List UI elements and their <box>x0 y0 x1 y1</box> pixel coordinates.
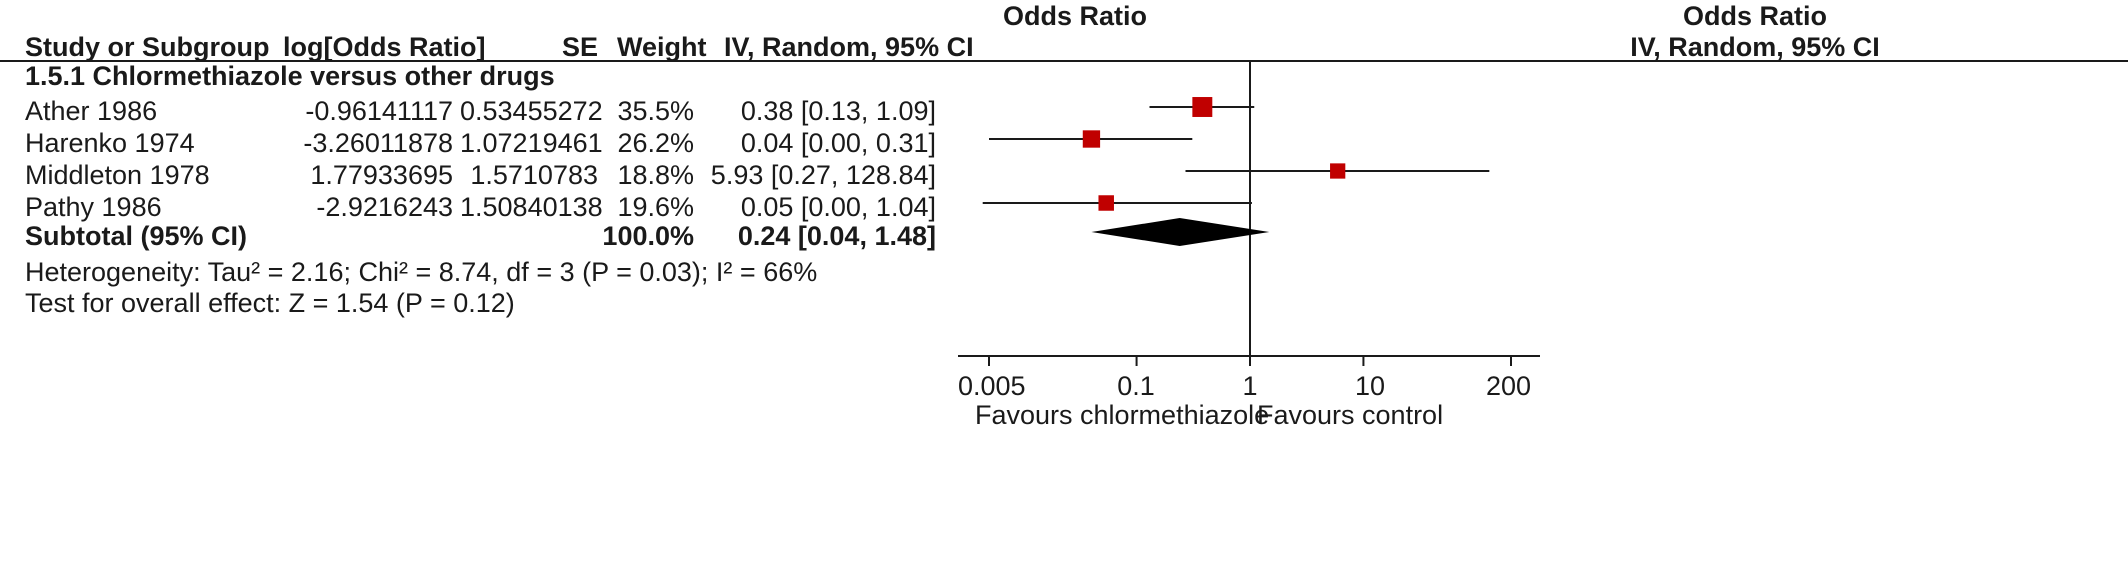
column-header-ci-left: IV, Random, 95% CI <box>724 32 974 62</box>
study-point-estimate <box>1098 195 1114 211</box>
study-ci: 0.38 [0.13, 1.09] <box>740 96 936 126</box>
study-point-estimate <box>1082 130 1101 148</box>
study-ci: 0.04 [0.00, 0.31] <box>740 128 936 158</box>
overall-effect-text: Test for overall effect: Z = 1.54 (P = 0… <box>25 288 515 318</box>
study-log-or: -3.26011878 <box>303 128 453 158</box>
study-weight: 26.2% <box>617 128 694 158</box>
study-point-estimate <box>1330 163 1346 179</box>
column-header-log-or: log[Odds Ratio] <box>283 32 486 62</box>
favours-right-label: Favours control <box>1257 400 1444 430</box>
axis-tick-label: 200 <box>1486 371 1532 401</box>
study-se: 1.5710783 <box>470 160 598 190</box>
subgroup-title: 1.5.1 Chlormethiazole versus other drugs <box>25 61 555 91</box>
axis-tick-label: 0.1 <box>1117 371 1155 401</box>
study-weight: 35.5% <box>617 96 694 126</box>
study-ci: 0.05 [0.00, 1.04] <box>740 192 936 222</box>
column-header-ci-right: IV, Random, 95% CI <box>1630 32 1880 62</box>
axis-tick-label: 1 <box>1242 371 1258 401</box>
study-log-or: -2.9216243 <box>316 192 453 222</box>
subtotal-diamond <box>1091 218 1270 246</box>
study-weight: 18.8% <box>617 160 694 190</box>
axis-tick-label: 0.005 <box>958 371 1026 401</box>
study-name: Pathy 1986 <box>25 192 162 222</box>
study-log-or: 1.77933695 <box>310 160 453 190</box>
study-log-or: -0.96141117 <box>305 96 453 126</box>
subtotal-ci: 0.24 [0.04, 1.48] <box>737 221 936 251</box>
subtotal-weight: 100.0% <box>602 221 694 251</box>
study-name: Ather 1986 <box>25 96 158 126</box>
column-header-weight: Weight <box>617 32 707 62</box>
column-header-se: SE <box>561 32 598 62</box>
study-se: 0.53455272 <box>460 96 603 126</box>
study-point-estimate <box>1192 97 1213 117</box>
axis-tick-label: 10 <box>1354 371 1386 401</box>
favours-left-label: Favours chlormethiazole <box>975 400 1270 430</box>
column-header-study: Study or Subgroup <box>25 32 270 62</box>
subtotal-label: Subtotal (95% CI) <box>25 221 248 251</box>
header-divider <box>0 60 2128 62</box>
study-se: 1.50840138 <box>460 192 603 222</box>
odds-ratio-group-header-right: Odds Ratio <box>1682 1 1827 31</box>
heterogeneity-text: Heterogeneity: Tau² = 2.16; Chi² = 8.74,… <box>25 257 818 287</box>
odds-ratio-group-header-left: Odds Ratio <box>1002 1 1147 31</box>
study-ci: 5.93 [0.27, 128.84] <box>710 160 936 190</box>
study-name: Harenko 1974 <box>25 128 195 158</box>
study-se: 1.07219461 <box>460 128 603 158</box>
study-name: Middleton 1978 <box>25 160 210 190</box>
study-weight: 19.6% <box>617 192 694 222</box>
